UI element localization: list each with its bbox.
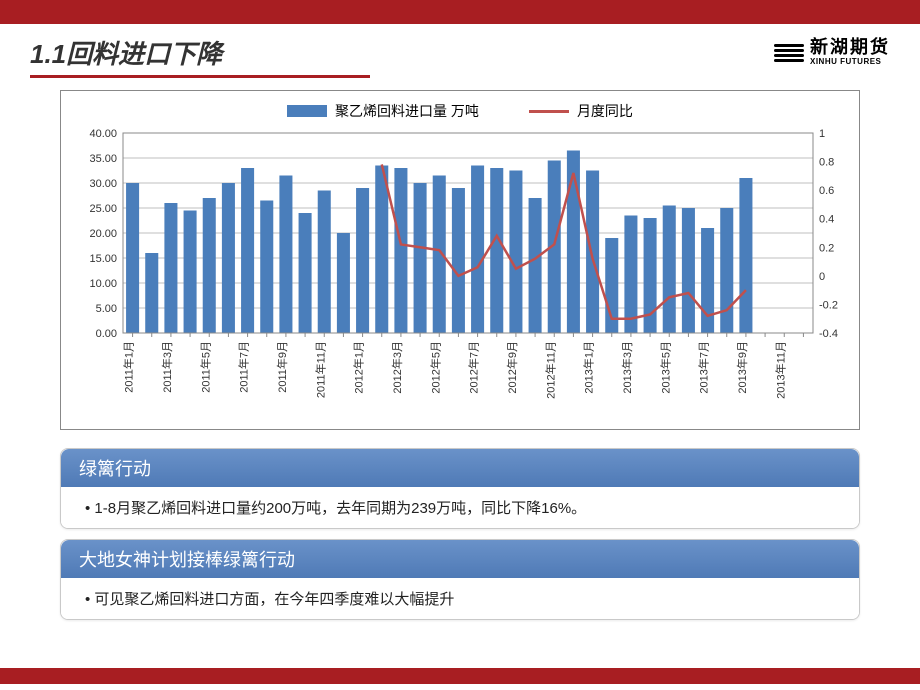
page-title: 1.1回料进口下降 [30, 34, 222, 71]
svg-text:2011年5月: 2011年5月 [198, 341, 212, 393]
header: 1.1回料进口下降 新湖期货 XINHU FUTURES [0, 24, 920, 71]
info-boxes: 绿篱行动 • 1-8月聚乙烯回料进口量约200万吨，去年同期为239万吨，同比下… [60, 448, 860, 620]
box2-head: 大地女神计划接棒绿篱行动 [61, 540, 859, 578]
legend-line: 月度同比 [529, 101, 633, 121]
svg-text:15.00: 15.00 [89, 253, 117, 265]
svg-text:2013年5月: 2013年5月 [658, 341, 672, 394]
svg-text:2012年5月: 2012年5月 [428, 341, 442, 394]
svg-text:20.00: 20.00 [89, 228, 117, 240]
svg-text:2012年11月: 2012年11月 [543, 341, 557, 399]
svg-text:2013年1月: 2013年1月 [582, 341, 596, 394]
svg-text:0.2: 0.2 [819, 242, 834, 254]
logo-en: XINHU FUTURES [810, 58, 890, 67]
logo-wave-icon [774, 44, 804, 62]
svg-text:2011年11月: 2011年11月 [313, 341, 327, 398]
svg-text:5.00: 5.00 [96, 303, 117, 315]
top-red-bar [0, 0, 920, 24]
svg-text:35.00: 35.00 [89, 153, 117, 165]
box-earth-goddess: 大地女神计划接棒绿篱行动 • 可见聚乙烯回料进口方面，在今年四季度难以大幅提升 [60, 539, 860, 620]
chart-container: 聚乙烯回料进口量 万吨 月度同比 0.00 5.00 10.00 15.00 20.00… [60, 90, 860, 430]
svg-text:0.4: 0.4 [819, 214, 834, 226]
svg-text:-0.4: -0.4 [819, 328, 838, 340]
svg-text:0.8: 0.8 [819, 157, 834, 169]
svg-text:2012年1月: 2012年1月 [352, 341, 366, 394]
bottom-red-bar [0, 668, 920, 684]
svg-text:2011年3月: 2011年3月 [160, 341, 174, 393]
svg-text:1: 1 [819, 128, 825, 140]
svg-text:2013年7月: 2013年7月 [697, 341, 711, 394]
svg-text:2012年3月: 2012年3月 [390, 341, 404, 394]
svg-text:2011年1月: 2011年1月 [122, 341, 136, 393]
legend-line-swatch [529, 110, 569, 113]
svg-text:2012年9月: 2012年9月 [505, 341, 519, 394]
svg-text:2013年9月: 2013年9月 [735, 341, 749, 394]
box1-body: • 1-8月聚乙烯回料进口量约200万吨，去年同期为239万吨，同比下降16%。 [61, 487, 859, 528]
svg-text:2011年9月: 2011年9月 [275, 341, 289, 393]
box-green-fence: 绿篱行动 • 1-8月聚乙烯回料进口量约200万吨，去年同期为239万吨，同比下… [60, 448, 860, 529]
svg-text:10.00: 10.00 [89, 278, 117, 290]
chart-plot: 0.00 5.00 10.00 15.00 20.00 25.00 30.00 35.00 40… [77, 127, 843, 407]
svg-text:25.00: 25.00 [89, 203, 117, 215]
title-underline [30, 75, 370, 78]
legend-bar-label: 聚乙烯回料进口量 万吨 [335, 101, 479, 121]
svg-text:2013年11月: 2013年11月 [773, 341, 787, 399]
svg-text:40.00: 40.00 [89, 128, 117, 140]
svg-text:0: 0 [819, 271, 825, 283]
svg-text:0.00: 0.00 [96, 328, 117, 340]
logo: 新湖期货 XINHU FUTURES [774, 38, 890, 67]
svg-text:0.6: 0.6 [819, 185, 834, 197]
svg-text:-0.2: -0.2 [819, 299, 838, 311]
svg-text:2013年3月: 2013年3月 [620, 341, 634, 394]
svg-text:2012年7月: 2012年7月 [467, 341, 481, 394]
svg-text:2011年7月: 2011年7月 [237, 341, 251, 393]
logo-cn: 新湖期货 [810, 38, 890, 58]
legend-bar: 聚乙烯回料进口量 万吨 [287, 101, 479, 121]
legend-line-label: 月度同比 [577, 101, 633, 121]
box1-head: 绿篱行动 [61, 449, 859, 487]
box2-body: • 可见聚乙烯回料进口方面，在今年四季度难以大幅提升 [61, 578, 859, 619]
chart-legend: 聚乙烯回料进口量 万吨 月度同比 [71, 101, 849, 121]
legend-bar-swatch [287, 105, 327, 117]
svg-text:30.00: 30.00 [89, 178, 117, 190]
